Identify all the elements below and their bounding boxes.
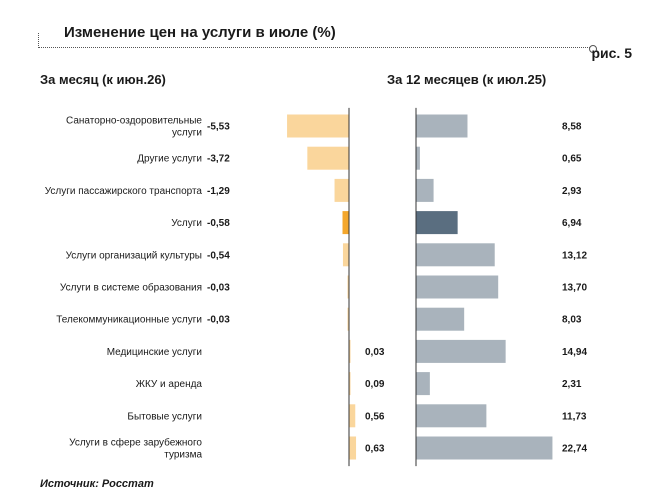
category-label: Услуги	[171, 218, 202, 229]
monthly-bar	[349, 404, 356, 428]
category-label: ЖКУ и аренда	[136, 379, 203, 390]
category-label: Медицинские услуги	[107, 347, 202, 358]
yearly-value-label: 22,74	[562, 444, 587, 455]
monthly-value-label: 0,56	[365, 411, 385, 422]
monthly-value-label: -0,03	[207, 315, 230, 326]
yearly-value-label: 0,65	[562, 154, 582, 165]
monthly-value-label: -3,72	[207, 154, 230, 165]
yearly-bar	[416, 146, 420, 170]
monthly-value-label: -0,54	[207, 250, 230, 261]
monthly-value-label: 0,03	[365, 347, 385, 358]
yearly-bar	[416, 339, 506, 363]
category-label: Услуги пассажирского транспорта	[45, 186, 203, 197]
right-panel-title: За 12 месяцев (к июл.25)	[387, 72, 547, 87]
chart-title: Изменение цен на услуги в июле (%)	[64, 24, 342, 41]
yearly-bar	[416, 404, 487, 428]
category-label: Другие услуги	[137, 154, 202, 165]
yearly-value-label: 8,58	[562, 122, 582, 133]
monthly-bar	[349, 372, 351, 396]
category-label: Услуги в сфере зарубежного туризма	[69, 437, 202, 461]
monthly-bar	[334, 178, 349, 202]
monthly-bar	[349, 339, 351, 363]
yearly-bar	[416, 114, 468, 138]
monthly-value-label: -0,03	[207, 283, 230, 294]
category-label: Санаторно-оздоровительные услуги	[66, 116, 202, 139]
yearly-bar	[416, 436, 553, 460]
yearly-bar	[416, 178, 434, 202]
yearly-bar	[416, 307, 465, 331]
yearly-value-label: 14,94	[562, 347, 587, 358]
yearly-value-label: 8,03	[562, 315, 582, 326]
monthly-bar	[342, 211, 349, 235]
figure-label: рис. 5	[591, 45, 632, 61]
frame-end-dot	[589, 45, 597, 53]
monthly-value-label: -0,58	[207, 218, 230, 229]
category-label: Бытовые услуги	[127, 411, 202, 422]
yearly-value-label: 2,93	[562, 186, 582, 197]
category-label: Телекоммуникационные услуги	[56, 315, 202, 326]
yearly-value-label: 13,70	[562, 283, 587, 294]
monthly-bar	[347, 275, 349, 299]
category-label: Услуги в системе образования	[60, 282, 202, 294]
yearly-value-label: 11,73	[562, 411, 587, 422]
monthly-bar	[347, 307, 349, 331]
title-frame	[38, 33, 592, 48]
monthly-value-label: 0,63	[365, 444, 385, 455]
yearly-bar	[416, 211, 458, 235]
monthly-bar	[349, 436, 357, 460]
category-label: Услуги организаций культуры	[66, 250, 202, 261]
monthly-bar	[287, 114, 349, 138]
monthly-value-label: -5,53	[207, 122, 230, 133]
monthly-value-label: -1,29	[207, 186, 230, 197]
yearly-bar	[416, 243, 495, 267]
monthly-value-label: 0,09	[365, 379, 385, 390]
yearly-bar	[416, 372, 430, 396]
yearly-value-label: 13,12	[562, 250, 587, 261]
monthly-bar	[342, 243, 349, 267]
yearly-value-label: 2,31	[562, 379, 582, 390]
monthly-bar	[307, 146, 349, 170]
yearly-value-label: 6,94	[562, 218, 582, 229]
yearly-bar	[416, 275, 499, 299]
source-note: Источник: Росстат	[40, 478, 154, 490]
left-panel-title: За месяц (к июн.26)	[40, 72, 166, 87]
